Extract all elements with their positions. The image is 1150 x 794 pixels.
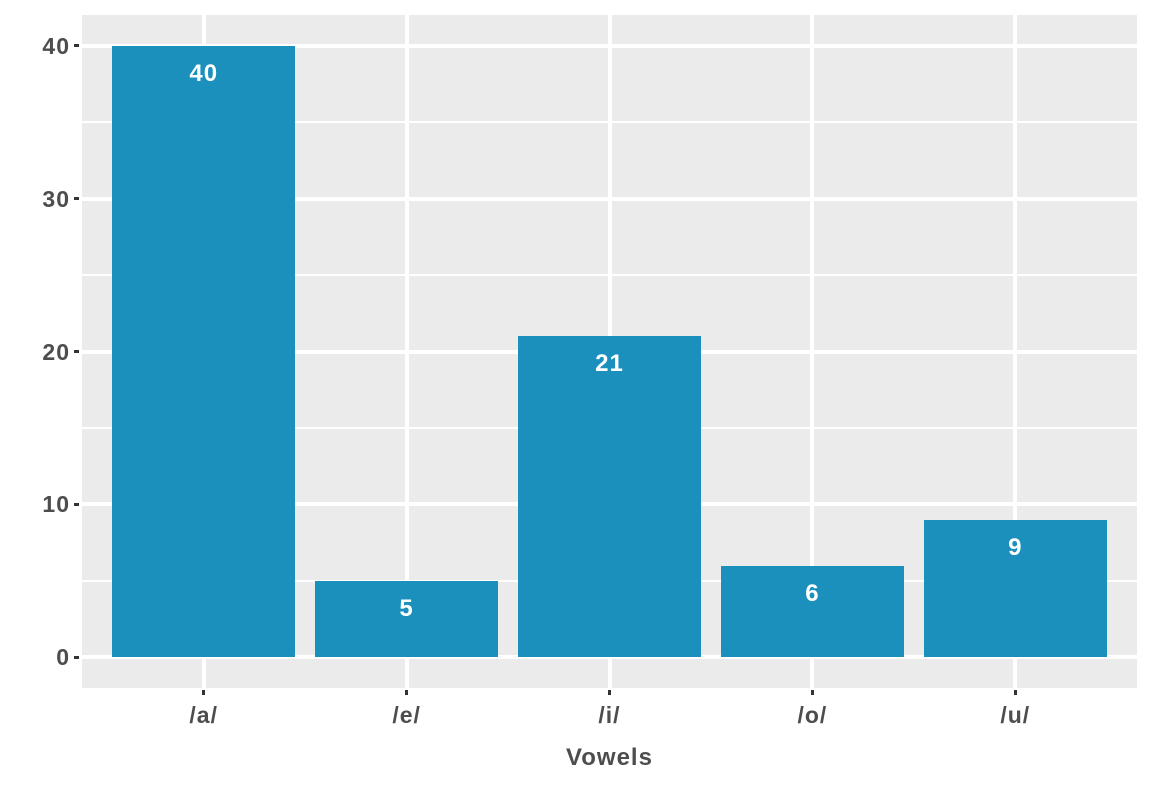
x-tick-label: /i/ xyxy=(598,702,621,728)
y-tick-mark xyxy=(74,44,79,48)
x-tick-label: /e/ xyxy=(392,702,421,728)
y-tick-label: 10 xyxy=(42,491,70,518)
x-tick-mark xyxy=(810,690,814,695)
gridline-vertical xyxy=(1013,15,1018,688)
bar xyxy=(112,45,296,658)
x-axis-title: Vowels xyxy=(566,744,653,771)
y-tick-mark xyxy=(74,350,79,353)
bar-value-label: 9 xyxy=(1008,533,1023,561)
x-tick-label: /o/ xyxy=(797,702,828,728)
x-tick-mark xyxy=(202,690,206,695)
x-tick-mark xyxy=(608,690,611,695)
bar-value-label: 40 xyxy=(189,59,219,87)
y-tick-label: 0 xyxy=(56,644,70,671)
y-tick-label: 40 xyxy=(42,32,70,59)
bar xyxy=(923,519,1107,658)
bar-value-label: 6 xyxy=(805,579,820,607)
bar xyxy=(518,336,701,658)
x-tick-mark xyxy=(405,690,409,695)
gridline-vertical xyxy=(404,15,409,688)
gridline-vertical xyxy=(810,15,815,688)
y-tick-label: 30 xyxy=(42,185,70,212)
x-tick-mark xyxy=(1013,690,1017,695)
y-tick-mark xyxy=(74,502,79,506)
bar xyxy=(315,580,498,658)
plot-panel: 40 5 21 6 9 xyxy=(82,15,1137,688)
y-tick-label: 20 xyxy=(42,338,70,365)
y-tick-mark xyxy=(74,197,79,201)
bar xyxy=(721,565,904,658)
x-tick-label: /a/ xyxy=(189,702,218,728)
bar-value-label: 21 xyxy=(595,350,624,378)
x-tick-label: /u/ xyxy=(1000,702,1031,728)
bar-value-label: 5 xyxy=(399,594,414,622)
y-tick-mark xyxy=(74,655,79,659)
